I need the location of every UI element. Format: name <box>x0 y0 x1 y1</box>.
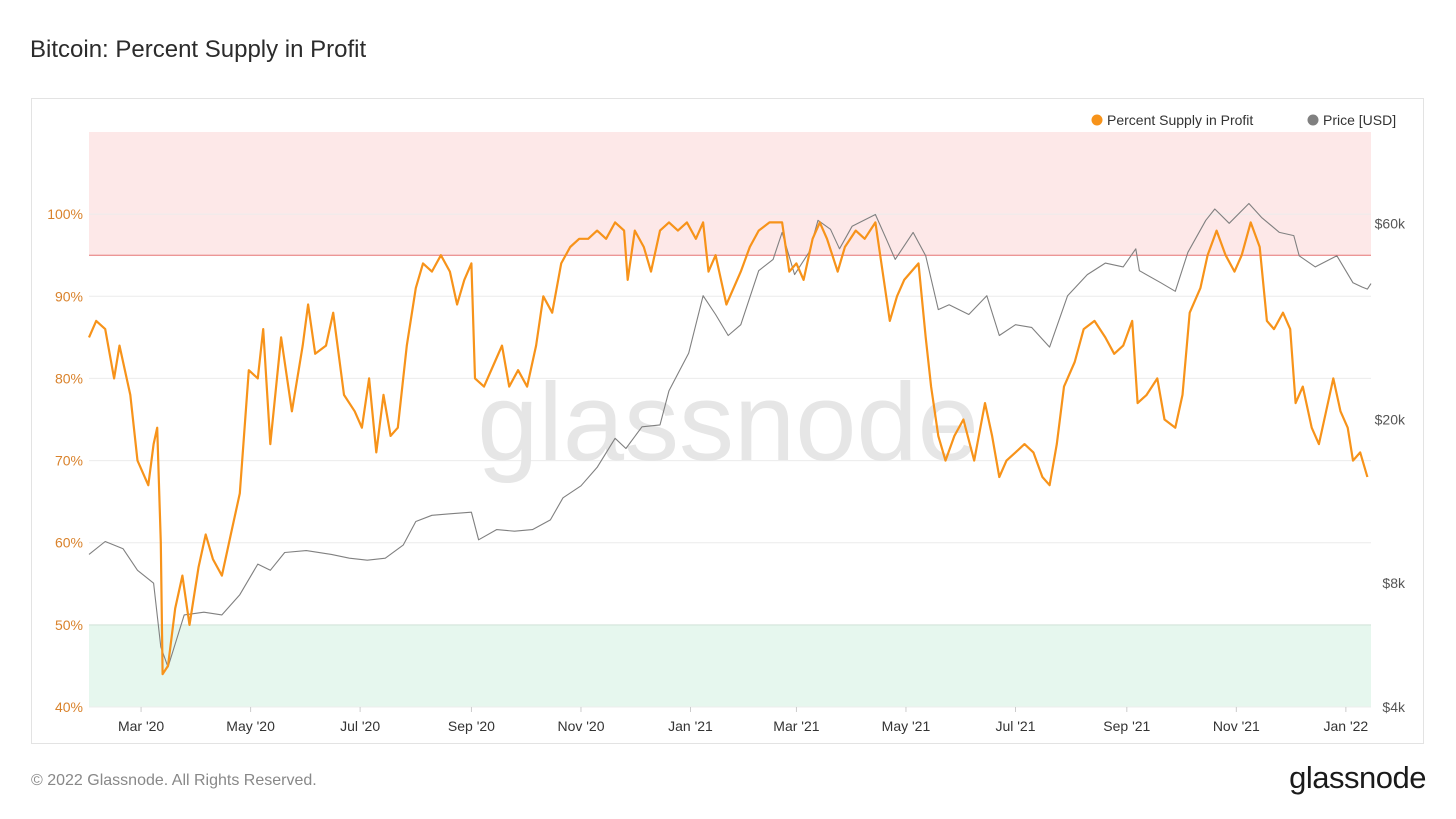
price-line <box>88 202 1372 668</box>
y-left-tick-label: 90% <box>55 288 83 304</box>
legend[interactable]: Percent Supply in Profit Price [USD] <box>1091 112 1397 128</box>
y-left-tick-label: 70% <box>55 453 83 469</box>
legend-percent-supply-marker[interactable] <box>1091 114 1103 126</box>
watermark: glassnode <box>477 361 979 484</box>
x-tick-label: Jan '21 <box>668 718 713 734</box>
legend-price-marker[interactable] <box>1307 114 1319 126</box>
x-tick-label: Jan '22 <box>1324 718 1369 734</box>
series-layer <box>87 202 1372 676</box>
x-tick-label: Mar '20 <box>118 718 164 734</box>
x-tick-label: Sep '20 <box>448 718 495 734</box>
zones-layer <box>89 132 1371 707</box>
x-tick-label: May '20 <box>226 718 275 734</box>
axes-layer: 40% 50% 60% 70% 80% 90% 100% $4k $8k $20k $60k Mar … <box>47 206 1406 734</box>
glassnode-logo: glassnode <box>1289 760 1426 795</box>
y-right-tick-label: $8k <box>1382 575 1406 591</box>
x-tick-label: Mar '21 <box>773 718 819 734</box>
y-right-tick-label: $4k <box>1382 699 1406 715</box>
upper-zone <box>89 132 1371 256</box>
legend-price-label[interactable]: Price [USD] <box>1323 112 1396 128</box>
percent-supply-line <box>87 221 1369 676</box>
y-left-tick-label: 80% <box>55 370 83 386</box>
grid-layer <box>89 213 1371 708</box>
x-tick-label: Nov '20 <box>557 718 604 734</box>
x-tick-label: Jul '21 <box>995 718 1035 734</box>
x-tick-label: Jul '20 <box>340 718 380 734</box>
y-left-tick-label: 40% <box>55 699 83 715</box>
chart-frame <box>31 98 1424 744</box>
copyright-text: © 2022 Glassnode. All Rights Reserved. <box>31 772 317 789</box>
y-left-tick-label: 50% <box>55 617 83 633</box>
x-tick-label: Sep '21 <box>1103 718 1150 734</box>
y-right-tick-label: $20k <box>1375 412 1406 428</box>
legend-percent-supply-label[interactable]: Percent Supply in Profit <box>1107 112 1253 128</box>
lower-zone <box>89 624 1371 707</box>
y-right-tick-label: $60k <box>1375 215 1406 231</box>
y-left-tick-label: 60% <box>55 535 83 551</box>
page-title: Bitcoin: Percent Supply in Profit <box>30 36 367 63</box>
y-left-tick-label: 100% <box>47 206 83 222</box>
x-tick-label: Nov '21 <box>1213 718 1260 734</box>
x-tick-label: May '21 <box>882 718 931 734</box>
